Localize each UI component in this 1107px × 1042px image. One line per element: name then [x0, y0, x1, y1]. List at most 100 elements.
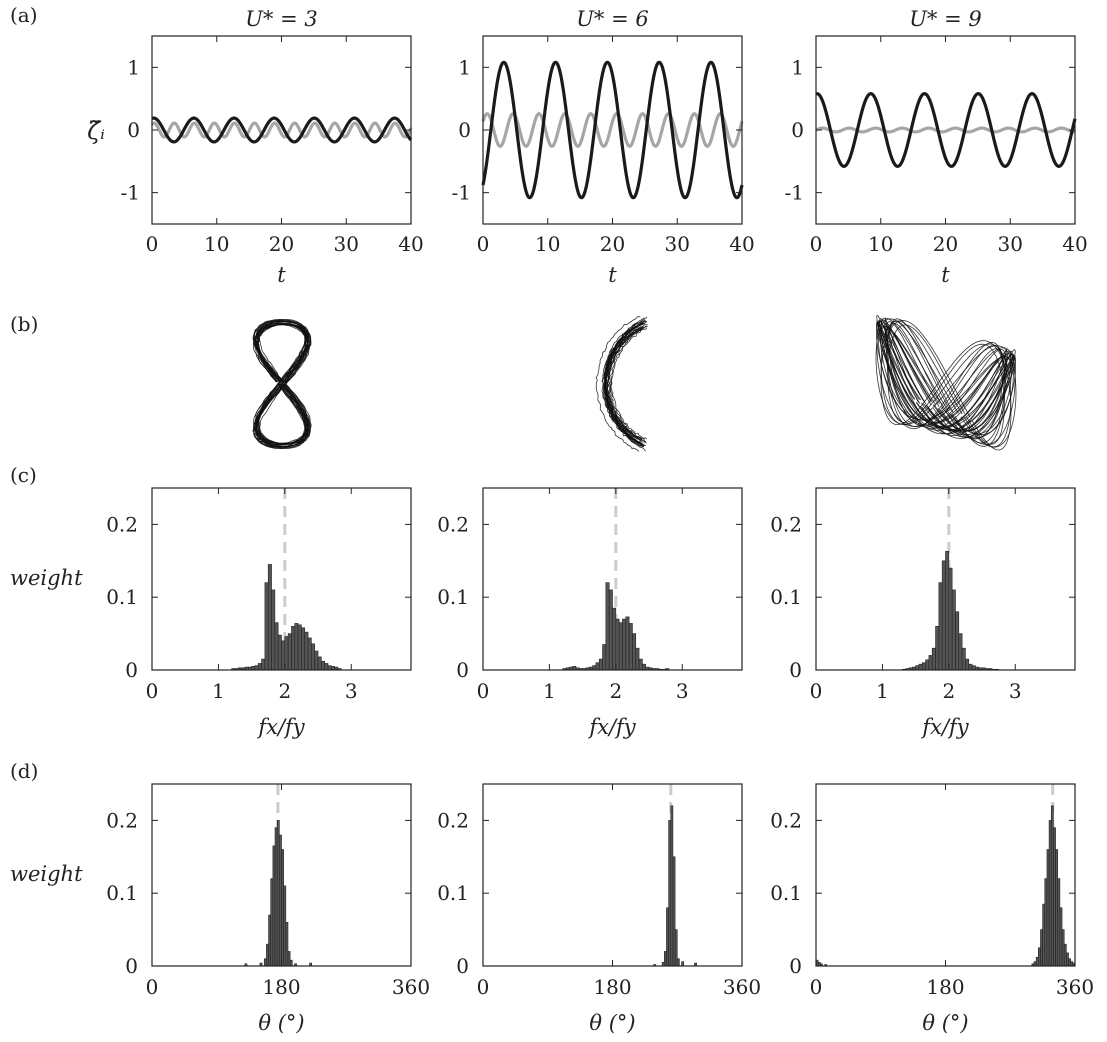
histogram-bar — [1040, 929, 1043, 967]
x-tick-label: 10 — [535, 232, 560, 256]
y-tick-label: 0 — [125, 658, 138, 682]
histogram-bar — [1057, 878, 1061, 967]
x-tick-label: 3 — [676, 679, 689, 703]
x-tick-label: 30 — [665, 232, 690, 256]
y-tick-label: 0.2 — [770, 808, 802, 832]
y-tick-label: 1 — [458, 55, 471, 79]
x-tick-label: 30 — [998, 232, 1023, 256]
histogram-bar — [274, 622, 279, 671]
series-line-y — [814, 126, 1077, 134]
histogram-bar — [625, 616, 630, 671]
plot-frame — [482, 35, 743, 225]
histogram-bar — [263, 958, 267, 967]
histogram-bar — [1050, 805, 1054, 967]
series-line-x — [814, 92, 1077, 168]
histogram-bar — [277, 634, 282, 671]
y-tick-label: 0.2 — [437, 808, 469, 832]
histogram-bar — [254, 665, 259, 671]
trajectory-line — [876, 314, 1016, 439]
histogram-bar — [681, 961, 685, 967]
y-tick-label: 0.2 — [770, 512, 802, 536]
histogram-bar — [1070, 961, 1074, 967]
histogram-bar — [638, 658, 643, 671]
x-tick-label: 0 — [146, 679, 159, 703]
histogram-bar — [311, 643, 316, 671]
y-axis-label: weight — [10, 862, 83, 886]
plot-frame — [482, 487, 743, 671]
histogram-bar — [971, 665, 976, 671]
histogram-bar — [622, 618, 627, 671]
histogram-bar — [301, 627, 306, 671]
x-axis-label: θ (°) — [922, 1011, 968, 1035]
trajectory-line — [608, 325, 648, 443]
x-axis-label: θ (°) — [589, 1011, 635, 1035]
trajectory-line — [257, 322, 307, 446]
trajectory-line — [255, 320, 309, 448]
x-axis-label: t — [277, 263, 286, 287]
histogram-bar — [1068, 958, 1071, 967]
histogram-bar — [592, 665, 597, 671]
histogram-bar — [618, 622, 623, 671]
x-tick-label: 180 — [926, 975, 964, 999]
histogram-bar — [324, 663, 329, 671]
histogram-bar — [264, 582, 269, 671]
histogram-bar — [285, 922, 289, 967]
y-tick-label: 0 — [789, 954, 802, 978]
x-axis-label: fx/fy — [920, 715, 969, 739]
histogram-bar — [602, 644, 607, 671]
histogram-bar — [314, 650, 319, 671]
trajectory-line — [605, 327, 643, 441]
x-tick-label: 360 — [723, 975, 761, 999]
x-tick-label: 2 — [609, 679, 622, 703]
y-tick-label: 0 — [125, 954, 138, 978]
y-tick-label: 0 — [127, 118, 140, 142]
x-tick-label: 2 — [278, 679, 291, 703]
trajectory-line — [601, 320, 643, 447]
histogram-bar — [608, 589, 613, 671]
y-tick-label: 1 — [127, 55, 140, 79]
panel-title: U* = 6 — [576, 7, 649, 31]
trajectory-line — [609, 326, 648, 443]
histogram-bar — [1042, 903, 1046, 967]
histogram-bar — [1035, 956, 1039, 967]
histogram-bar — [628, 623, 633, 671]
x-tick-label: 1 — [876, 679, 889, 703]
y-tick-label: 0.1 — [106, 881, 138, 905]
trajectory-line — [875, 322, 1017, 432]
histogram-bar — [267, 564, 272, 671]
x-tick-label: 20 — [269, 232, 294, 256]
trajectory-1 — [595, 316, 648, 452]
histogram-bar — [1048, 820, 1052, 967]
y-tick-label: 0 — [456, 658, 469, 682]
x-tick-label: 10 — [868, 232, 893, 256]
histogram-bar — [307, 637, 312, 671]
y-tick-label: -1 — [452, 181, 471, 205]
trajectory-line — [880, 319, 1012, 439]
x-tick-label: 10 — [204, 232, 229, 256]
histogram-bar — [945, 551, 950, 671]
x-tick-label: 0 — [146, 232, 159, 256]
histogram-bar — [294, 623, 299, 671]
y-tick-label: 0 — [789, 658, 802, 682]
histogram-bar — [676, 958, 680, 967]
histogram-bar — [297, 624, 302, 671]
row-label-c: (c) — [10, 463, 37, 487]
histogram-bar — [287, 633, 292, 671]
histogram-bar — [270, 878, 274, 967]
x-tick-label: 0 — [477, 232, 490, 256]
histogram-bar — [289, 959, 293, 967]
histogram-bar — [598, 658, 603, 671]
y-tick-label: 0.1 — [437, 585, 469, 609]
histogram-bar — [268, 914, 272, 967]
row-label-b: (b) — [10, 312, 38, 336]
histogram-bar — [672, 856, 676, 967]
histogram-bar — [304, 631, 309, 671]
histogram-bar — [925, 659, 930, 671]
histogram-bar — [327, 665, 332, 671]
histogram-bar — [1059, 907, 1063, 967]
x-tick-label: 180 — [262, 975, 300, 999]
histogram-bar — [968, 663, 973, 671]
histogram-bar — [287, 951, 291, 967]
histogram-bar — [670, 805, 674, 967]
